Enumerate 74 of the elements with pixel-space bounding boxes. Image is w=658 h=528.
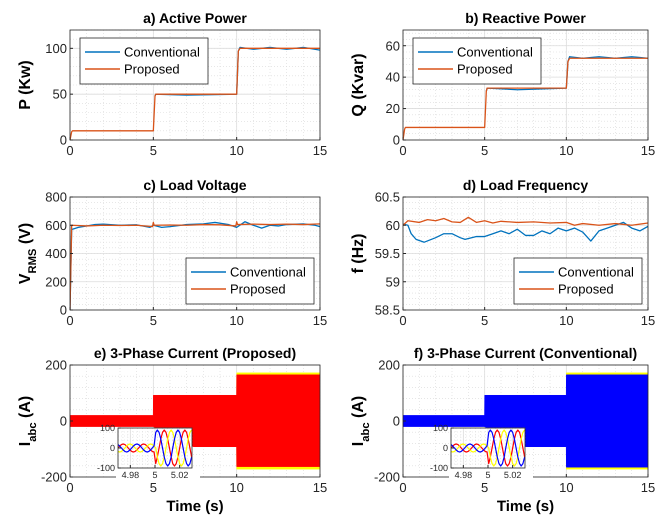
y-axis-title: f (Hz) xyxy=(350,234,367,274)
x-tick-label: 5 xyxy=(481,313,488,328)
line-series xyxy=(403,216,648,226)
y-tick-label: 200 xyxy=(378,358,400,373)
x-tick-label: 15 xyxy=(312,143,328,158)
x-tick-label: 15 xyxy=(640,143,656,158)
x-tick-label: 5.02 xyxy=(170,470,188,480)
y-tick-label: 20 xyxy=(386,101,400,116)
x-tick-label: 10 xyxy=(559,143,574,158)
legend-label: Proposed xyxy=(558,282,614,297)
x-tick-label: 5 xyxy=(150,480,157,495)
x-tick-label: 5.02 xyxy=(504,470,522,480)
y-tick-label: 0 xyxy=(60,302,67,318)
x-tick-label: 10 xyxy=(559,313,574,328)
line-series xyxy=(403,58,648,140)
y-tick-label: 0 xyxy=(442,443,448,454)
x-axis-title: Time (s) xyxy=(166,498,224,515)
x-tick-label: 15 xyxy=(312,313,328,328)
y-tick-label: -100 xyxy=(96,463,115,474)
x-tick-label: 5 xyxy=(150,143,157,158)
y-tick-label: 800 xyxy=(45,190,67,205)
y-tick-label: 0 xyxy=(60,132,67,148)
x-tick-label: 5 xyxy=(152,470,158,480)
y-tick-label: 40 xyxy=(386,70,400,85)
line-series xyxy=(403,222,648,243)
y-tick-label: -200 xyxy=(374,470,400,485)
legend-label: Conventional xyxy=(457,44,533,60)
y-tick-label: 0 xyxy=(60,414,67,429)
y-tick-label: 200 xyxy=(45,358,67,373)
chart-title: f) 3-Phase Current (Conventional) xyxy=(414,345,638,361)
x-tick-label: 10 xyxy=(229,313,244,328)
legend-label: Conventional xyxy=(558,264,634,280)
line-series xyxy=(70,48,320,140)
chart-title: a) Active Power xyxy=(143,10,248,26)
x-axis-title: Time (s) xyxy=(496,498,554,515)
y-tick-label: -100 xyxy=(430,463,448,474)
x-tick-label: 15 xyxy=(640,313,656,328)
x-tick-label: 5 xyxy=(150,313,157,328)
legend-label: Proposed xyxy=(230,282,286,297)
x-tick-label: 10 xyxy=(559,480,574,495)
y-tick-label: 60 xyxy=(386,38,400,54)
y-tick-label: -200 xyxy=(40,470,67,485)
chart-title: c) Load Voltage xyxy=(143,177,247,193)
y-tick-label: 100 xyxy=(45,40,67,56)
y-axis-title: Q (Kvar) xyxy=(350,53,367,117)
chart-title: b) Reactive Power xyxy=(465,10,586,26)
y-tick-label: 0 xyxy=(392,414,400,429)
y-tick-label: 50 xyxy=(52,86,67,102)
x-tick-label: 15 xyxy=(312,480,328,495)
y-tick-label: 59 xyxy=(386,274,400,290)
legend-label: Conventional xyxy=(230,264,306,280)
x-tick-label: 10 xyxy=(229,143,244,158)
x-tick-label: 5 xyxy=(481,143,488,158)
y-tick-label: 0 xyxy=(392,132,400,148)
y-tick-label: 200 xyxy=(45,274,67,290)
y-tick-label: 59.5 xyxy=(374,246,400,262)
legend-label: Conventional xyxy=(124,44,200,60)
y-tick-label: 58.5 xyxy=(374,302,400,318)
legend-label: Proposed xyxy=(457,62,513,77)
y-tick-label: 400 xyxy=(45,246,67,262)
y-tick-label: 600 xyxy=(45,218,67,233)
x-tick-label: 15 xyxy=(640,480,656,495)
y-axis-title: P (Kw) xyxy=(17,60,34,110)
y-tick-label: 60 xyxy=(386,218,400,233)
x-tick-label: 4.98 xyxy=(122,470,140,480)
chart-title: e) 3-Phase Current (Proposed) xyxy=(94,345,296,361)
legend-label: Proposed xyxy=(124,62,180,77)
chart-title: d) Load Frequency xyxy=(462,177,588,193)
x-tick-label: 5 xyxy=(481,480,488,495)
y-tick-label: 0 xyxy=(110,443,115,454)
x-tick-label: 10 xyxy=(229,480,244,495)
x-tick-label: 5 xyxy=(485,470,491,480)
y-tick-label: 60.5 xyxy=(374,190,400,205)
x-tick-label: 4.98 xyxy=(454,470,472,480)
